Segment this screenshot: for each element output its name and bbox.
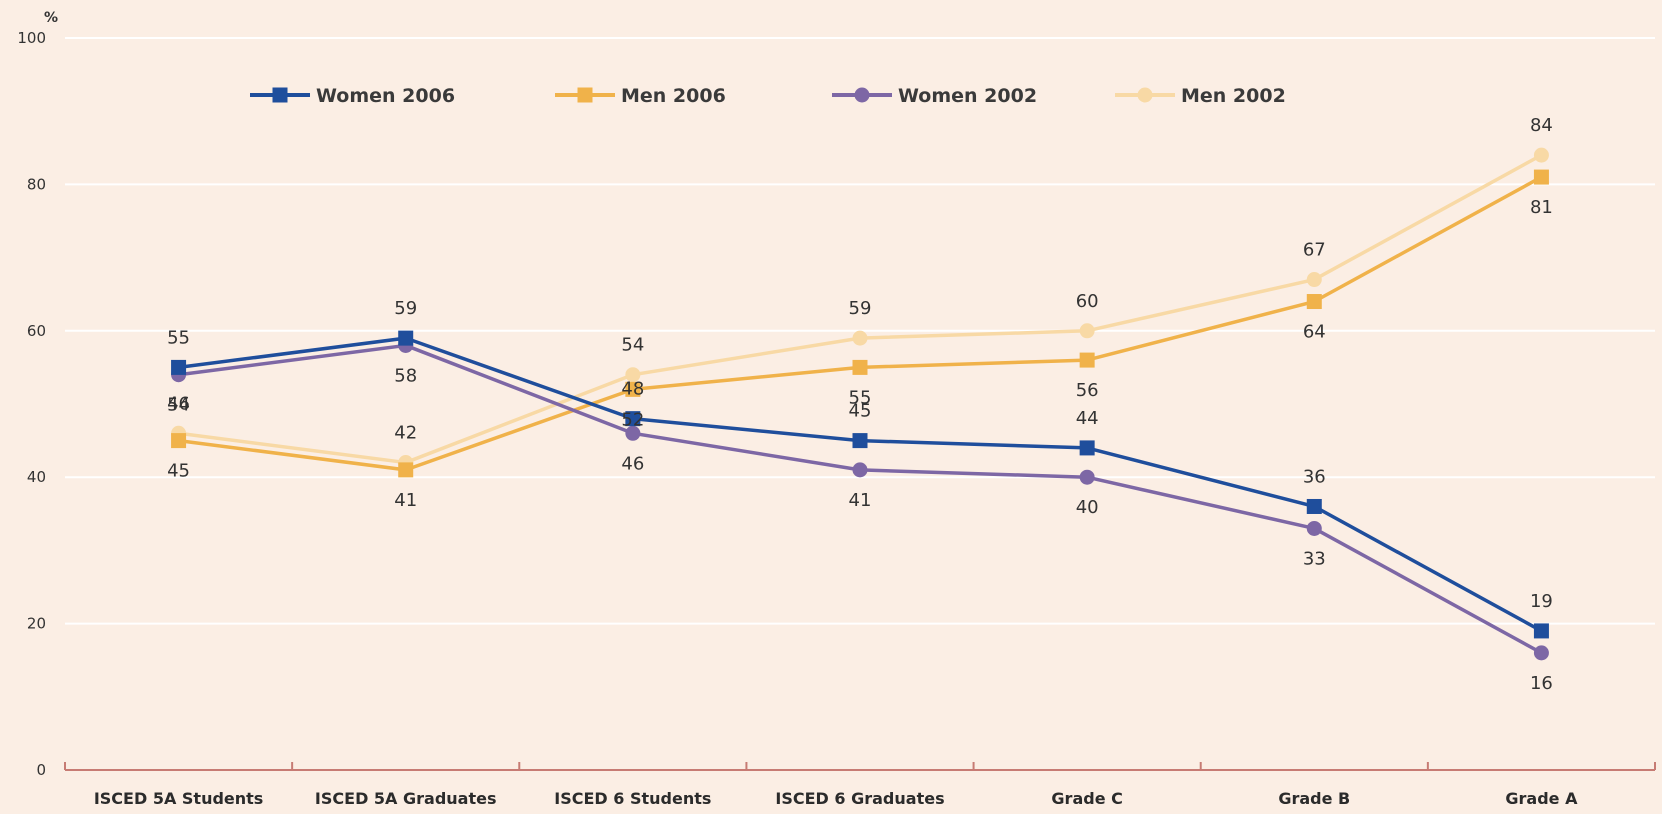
data-point (852, 359, 868, 375)
data-point (1533, 645, 1549, 661)
x-tick-label: Grade A (1505, 789, 1578, 808)
data-label: 55 (849, 387, 872, 408)
data-label: 46 (167, 393, 190, 414)
data-label: 33 (1303, 548, 1326, 569)
data-label: 41 (394, 490, 417, 511)
data-label: 60 (1076, 291, 1099, 312)
data-labels: 55 59 48 45 44 36 19 45 41 52 55 56 64 81 54 58 46 41 40 33… (167, 115, 1553, 694)
data-point (852, 330, 868, 346)
x-tick-label: ISCED 5A Students (94, 789, 264, 808)
data-label: 48 (621, 379, 644, 400)
y-tick-label: 40 (27, 468, 46, 486)
legend-marker (854, 87, 870, 103)
x-tick-label: Grade C (1051, 789, 1122, 808)
data-point (171, 433, 187, 449)
data-point (1306, 520, 1322, 536)
x-tick-label: ISCED 6 Graduates (775, 789, 944, 808)
legend: Women 2006 Men 2006 Women 2002 Men 2002 (250, 85, 1286, 107)
legend-label: Men 2002 (1181, 85, 1286, 107)
data-label: 16 (1530, 673, 1553, 694)
legend-item: Men 2006 (555, 85, 726, 107)
data-label: 19 (1530, 591, 1553, 612)
data-label: 40 (1076, 497, 1099, 518)
legend-item: Men 2002 (1115, 85, 1286, 107)
data-point (625, 381, 641, 397)
data-label: 36 (1303, 466, 1326, 487)
data-point (625, 367, 641, 383)
data-point (1079, 323, 1095, 339)
data-point (625, 411, 641, 427)
y-unit-label: % (44, 10, 58, 26)
x-tick-label: ISCED 5A Graduates (315, 789, 497, 808)
y-tick-label: 60 (27, 322, 46, 340)
data-label: 56 (1076, 380, 1099, 401)
y-tick-label: 100 (17, 29, 46, 47)
data-label: 46 (621, 453, 644, 474)
data-label: 41 (849, 490, 872, 511)
data-label: 54 (621, 335, 644, 356)
series-lines (171, 147, 1549, 661)
legend-label: Men 2006 (621, 85, 726, 107)
data-label: 52 (621, 409, 644, 430)
data-point (1079, 352, 1095, 368)
data-label: 59 (849, 298, 872, 319)
data-label: 81 (1530, 197, 1553, 218)
data-point (398, 462, 414, 478)
data-label: 67 (1303, 240, 1326, 261)
legend-item: Women 2002 (832, 85, 1037, 107)
y-tick-label: 20 (27, 615, 46, 633)
data-label: 45 (849, 401, 872, 422)
data-label: 64 (1303, 322, 1326, 343)
data-point (1306, 498, 1322, 514)
data-point (1306, 294, 1322, 310)
legend-marker (577, 87, 593, 103)
series-line (178, 336, 1543, 633)
data-point (852, 433, 868, 449)
legend-label: Women 2002 (898, 85, 1037, 107)
data-point (1533, 147, 1549, 163)
data-label: 58 (394, 365, 417, 386)
legend-label: Women 2006 (316, 85, 455, 107)
data-label: 54 (167, 395, 190, 416)
legend-marker (1137, 87, 1153, 103)
data-point (171, 359, 187, 375)
legend-marker (272, 87, 288, 103)
y-tick-label: 0 (36, 761, 46, 779)
y-tick-label: 80 (27, 175, 46, 193)
data-point (1306, 272, 1322, 288)
data-label: 42 (394, 423, 417, 444)
data-label: 44 (1076, 408, 1099, 429)
data-point (398, 330, 414, 346)
series-line (178, 175, 1543, 472)
data-point (852, 462, 868, 478)
axes: 0 20 40 60 80 100% ISCED 5A Students ISCED 5A G… (17, 10, 1656, 808)
data-point (1533, 169, 1549, 185)
x-tick-label: Grade B (1278, 789, 1350, 808)
data-point (1533, 623, 1549, 639)
data-label: 84 (1530, 115, 1553, 136)
data-point (1079, 440, 1095, 456)
x-tick-label: ISCED 6 Students (554, 789, 711, 808)
data-label: 59 (394, 298, 417, 319)
data-label: 45 (167, 461, 190, 482)
data-point (1079, 469, 1095, 485)
data-point (625, 425, 641, 441)
data-label: 55 (167, 327, 190, 348)
legend-item: Women 2006 (250, 85, 455, 107)
